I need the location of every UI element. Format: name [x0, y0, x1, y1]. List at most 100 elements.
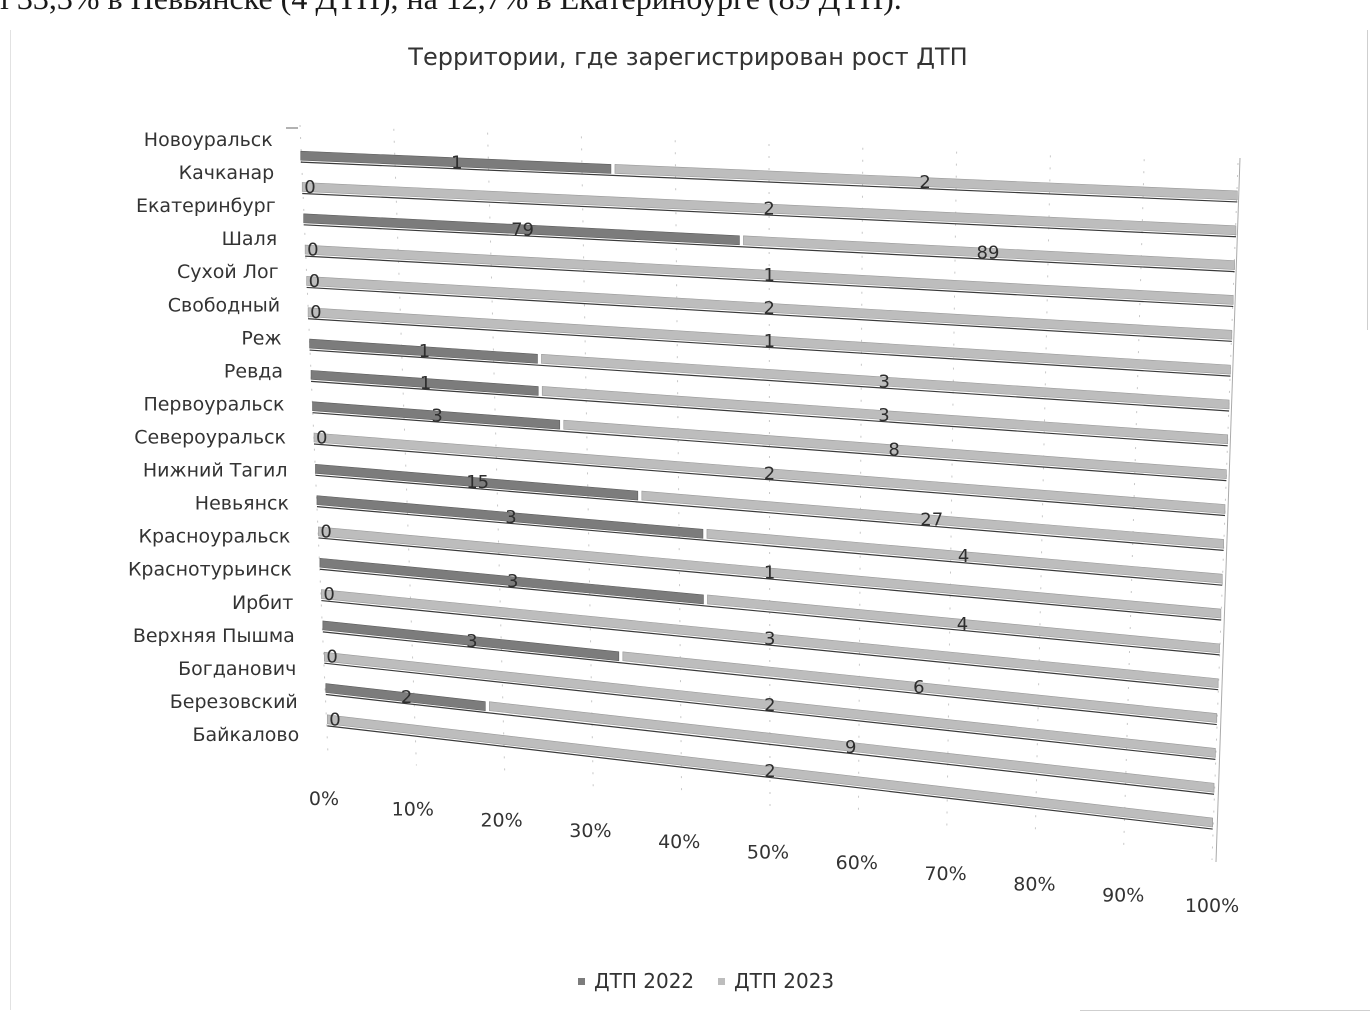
- category-label: Ревда: [224, 360, 283, 382]
- category-label: Североуральск: [134, 427, 286, 449]
- legend-swatch-2023: [718, 978, 725, 985]
- data-label-2023: 89: [977, 243, 1000, 264]
- category-label: Екатеринбург: [136, 195, 276, 217]
- data-label-2023: 4: [957, 614, 968, 635]
- page-border-left: [10, 30, 11, 1010]
- data-label-2023: 1: [763, 265, 774, 286]
- data-label-2022: 0: [329, 709, 340, 730]
- data-label-2022: 79: [511, 219, 534, 240]
- category-label: Ирбит: [232, 592, 293, 614]
- data-label-2022: 0: [310, 302, 321, 323]
- category-label: Красноуральск: [139, 526, 291, 548]
- data-label-2022: 1: [419, 341, 430, 362]
- bar-2023: [707, 594, 1220, 654]
- bar-2022: [310, 370, 539, 396]
- bar-2023: [301, 182, 1237, 236]
- gridlines: [286, 124, 1241, 863]
- plot-right-edge: [1215, 157, 1241, 863]
- data-label-2023: 1: [764, 562, 775, 583]
- x-tick-label: 0%: [309, 788, 339, 810]
- bar-2022: [300, 150, 612, 174]
- bar-2022: [309, 338, 538, 364]
- data-labels: 1202798901020113133802152734013403360229…: [304, 152, 999, 782]
- bar-2022: [315, 463, 639, 501]
- row-separator: [321, 599, 1219, 691]
- row-separator: [324, 662, 1216, 760]
- data-label-2023: 3: [878, 405, 889, 426]
- data-label-2022: 0: [307, 240, 318, 261]
- data-label-2023: 6: [913, 677, 924, 698]
- legend-swatch-2022: [578, 978, 585, 985]
- row-separator: [311, 380, 1228, 447]
- bars: [300, 150, 1238, 830]
- row-separator: [315, 474, 1224, 551]
- data-label-2023: 3: [879, 372, 890, 393]
- category-label: Шаля: [222, 228, 278, 250]
- data-label-2022: 3: [431, 405, 442, 426]
- legend-label-2023: ДТП 2023: [734, 969, 834, 993]
- row-separator: [309, 349, 1230, 412]
- document-text-line: і 33,3% в Невьянске (4 ДТП), на 12,7% в …: [0, 0, 902, 17]
- data-label-2022: 1: [420, 373, 431, 394]
- legend-label-2022: ДТП 2022: [594, 969, 694, 993]
- data-label-2022: 0: [326, 647, 337, 668]
- bar-2023: [541, 386, 1229, 445]
- bar-2022: [319, 557, 704, 605]
- row-separator: [318, 537, 1221, 621]
- category-label: Новоуральск: [144, 129, 273, 151]
- bar-2023: [743, 235, 1235, 270]
- bar-2023: [304, 244, 1234, 305]
- data-label-2023: 8: [888, 439, 899, 460]
- row-separator: [327, 725, 1213, 830]
- x-tick-label: 100%: [1185, 895, 1239, 917]
- data-label-2022: 0: [316, 428, 327, 449]
- bar-2023: [313, 432, 1226, 514]
- data-label-2023: 2: [919, 172, 930, 193]
- row-separator: [313, 443, 1226, 517]
- bar-2022: [322, 620, 620, 662]
- bar-2023: [318, 526, 1222, 619]
- bar-2022: [316, 495, 704, 539]
- bar-2023: [541, 353, 1230, 410]
- bar-2023: [614, 164, 1238, 201]
- gridline: [768, 143, 771, 808]
- row-separator: [312, 412, 1227, 482]
- x-tick-label: 90%: [1102, 884, 1144, 906]
- data-label-2023: 4: [958, 546, 969, 567]
- chart-title: Территории, где зарегистрирован рост ДТП: [407, 43, 967, 71]
- row-separator: [302, 192, 1236, 238]
- row-separator: [300, 161, 1238, 203]
- x-tick-label: 80%: [1013, 874, 1055, 896]
- data-label-2023: 2: [764, 463, 775, 484]
- data-label-2023: 27: [920, 510, 943, 531]
- page-border-bottom: [1080, 1010, 1370, 1011]
- data-label-2022: 0: [323, 584, 334, 605]
- bar-2022: [303, 213, 740, 246]
- category-label: Свободный: [168, 294, 280, 316]
- bar-2023: [563, 419, 1227, 479]
- category-label: Качканар: [179, 162, 275, 184]
- bar-2023: [706, 528, 1223, 584]
- data-label-2022: 1: [451, 152, 462, 173]
- bar-2023: [326, 714, 1213, 828]
- data-label-2023: 2: [764, 761, 775, 782]
- data-label-2022: 15: [466, 472, 489, 493]
- data-label-2023: 2: [764, 298, 775, 319]
- category-label: Краснотурьинск: [128, 559, 292, 581]
- row-separator: [316, 506, 1223, 586]
- data-label-2022: 0: [320, 521, 331, 542]
- data-label-2022: 2: [401, 687, 412, 708]
- bar-2023: [321, 589, 1219, 689]
- gridline: [674, 140, 683, 798]
- x-tick-label: 60%: [836, 852, 878, 874]
- row-separator: [319, 568, 1220, 656]
- x-tick-label: 70%: [924, 863, 966, 885]
- data-label-2022: 3: [505, 507, 516, 528]
- row-separator: [325, 693, 1215, 795]
- data-label-2022: 0: [309, 271, 320, 292]
- x-tick-label: 40%: [658, 831, 700, 853]
- bar-2023: [324, 651, 1216, 758]
- row-separator: [306, 286, 1232, 342]
- data-label-2023: 2: [764, 695, 775, 716]
